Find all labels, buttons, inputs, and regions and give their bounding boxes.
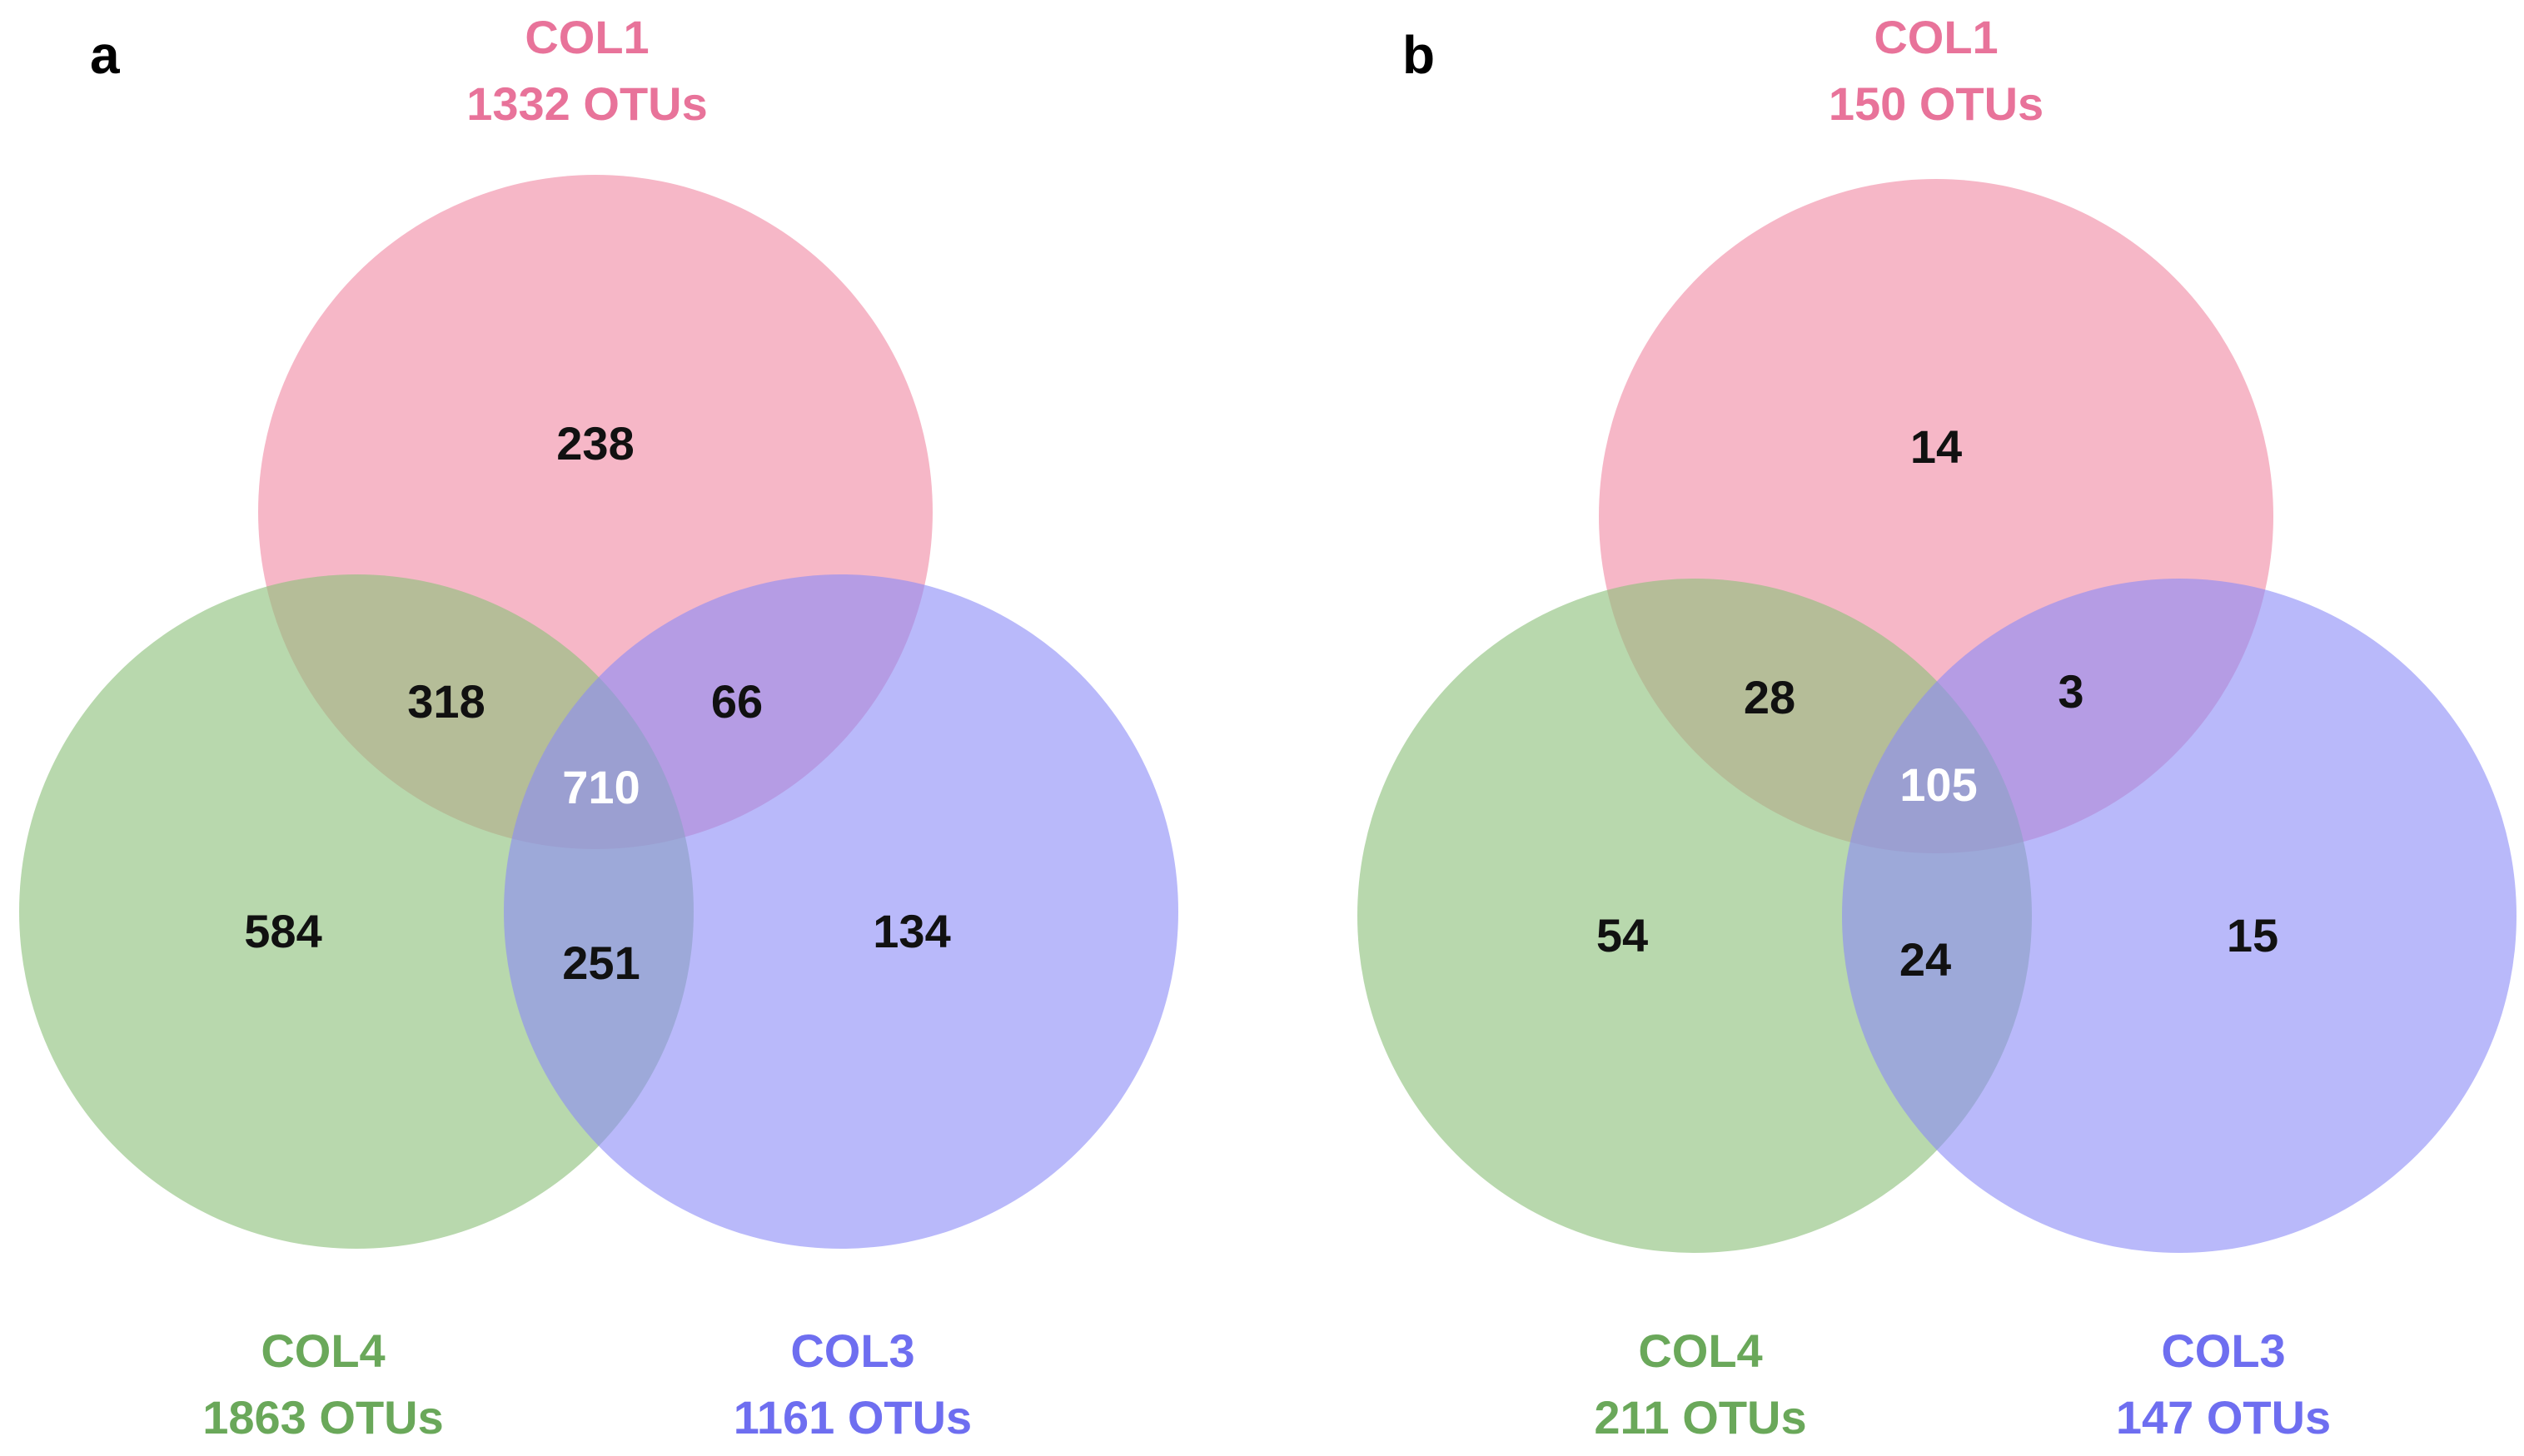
count-col4-only-b: 54 [1596, 909, 1648, 962]
count-col1-only-a: 238 [556, 417, 634, 470]
panel-b: b COL1 150 OTUs COL4 211 OTUs COL3 147 O… [1357, 11, 2517, 1444]
set-label-col3-a: COL3 1161 OTUs [734, 1324, 972, 1444]
col4-circle-b [1357, 579, 2032, 1253]
set-name-col4-a: COL4 [261, 1324, 385, 1377]
set-total-col4-b: 211 OTUs [1594, 1391, 1806, 1444]
count-col3-only-b: 15 [2227, 909, 2278, 962]
set-total-col3-a: 1161 OTUs [734, 1391, 972, 1444]
set-label-col4-a: COL4 1863 OTUs [202, 1324, 444, 1444]
venn-circles-b [1357, 179, 2517, 1253]
col3-circle-b [1842, 579, 2517, 1253]
set-name-col3-b: COL3 [2161, 1324, 2285, 1377]
set-label-col1-b: COL1 150 OTUs [1829, 11, 2044, 130]
count-col1-col3-a: 66 [711, 675, 763, 728]
count-col4-col3-b: 24 [1899, 933, 1951, 986]
panel-letter-a: a [90, 25, 120, 85]
count-all-three-b: 105 [1899, 758, 1977, 811]
set-name-col1-a: COL1 [525, 11, 649, 63]
set-label-col3-b: COL3 147 OTUs [2116, 1324, 2331, 1444]
count-col1-col3-b: 3 [2058, 665, 2083, 718]
count-col3-only-a: 134 [873, 905, 950, 957]
panel-a: a COL1 1332 OTUs COL4 1863 OTUs COL3 116… [19, 11, 1178, 1444]
count-col4-col3-a: 251 [562, 937, 640, 989]
set-name-col4-b: COL4 [1638, 1324, 1762, 1377]
set-total-col3-b: 147 OTUs [2116, 1391, 2331, 1444]
set-label-col1-a: COL1 1332 OTUs [466, 11, 708, 130]
count-col1-col4-a: 318 [407, 675, 485, 728]
count-col1-only-b: 14 [1910, 420, 1962, 473]
set-name-col1-b: COL1 [1874, 11, 1998, 63]
col3-circle-a [504, 574, 1178, 1249]
count-col1-col4-b: 28 [1744, 671, 1795, 723]
col4-circle-a [19, 574, 694, 1249]
venn-circles-a [19, 175, 1178, 1249]
set-total-col4-a: 1863 OTUs [202, 1391, 444, 1444]
set-label-col4-b: COL4 211 OTUs [1594, 1324, 1806, 1444]
count-all-three-a: 710 [562, 761, 640, 813]
set-name-col3-a: COL3 [790, 1324, 914, 1377]
set-total-col1-a: 1332 OTUs [466, 77, 708, 130]
count-col4-only-a: 584 [244, 905, 321, 957]
set-total-col1-b: 150 OTUs [1829, 77, 2044, 130]
panel-letter-b: b [1402, 25, 1435, 85]
